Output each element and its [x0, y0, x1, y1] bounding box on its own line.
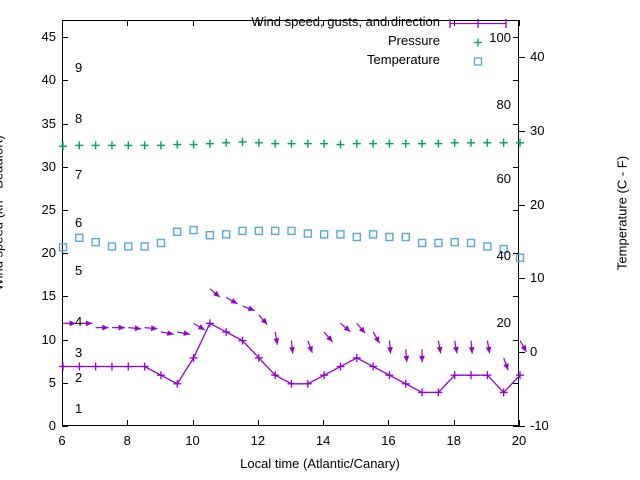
y-axis-tick-label: 30 [41, 158, 56, 174]
beaufort-scale-label: 6 [75, 215, 83, 230]
beaufort-scale-label: 1 [75, 400, 83, 416]
series-layer [58, 137, 528, 397]
y-axis-tick [62, 253, 68, 255]
y-axis-tick [62, 80, 68, 82]
x-axis-tick [127, 420, 129, 426]
y-axis-tick [62, 123, 68, 125]
x-axis-tick-label: 10 [185, 433, 200, 448]
beaufort-scale-label: 9 [75, 59, 83, 75]
y-axis-tick [62, 37, 68, 39]
x-axis-tick-label: 8 [123, 433, 131, 448]
y-axis-tick-label: 45 [41, 29, 56, 45]
y2-axis-tick-label: 10 [530, 270, 545, 286]
legend-key-temperature [473, 57, 483, 66]
x-axis-tick [323, 420, 325, 426]
fahrenheit-scale-label: 60 [496, 170, 511, 186]
y-axis-tick-mirror [513, 253, 519, 255]
y-axis-title: Wind speed (kn - Beaufort) [0, 135, 6, 291]
x-axis-tick [388, 420, 390, 426]
series-line-plus [59, 319, 524, 397]
y-axis-tick-mirror [513, 123, 519, 125]
y2-axis-tick [519, 426, 525, 427]
x-axis-tick [62, 420, 63, 426]
x-axis-tick-label: 12 [250, 433, 266, 448]
beaufort-scale-label: 3 [75, 344, 83, 360]
y2-axis-tick [519, 352, 525, 354]
y2-axis-tick [519, 278, 525, 280]
y-axis-tick [62, 339, 68, 341]
y-axis-tick-label: 10 [41, 331, 56, 347]
y-axis-tick-label: 40 [41, 72, 56, 88]
y-axis-tick [62, 426, 68, 427]
y-axis-tick-label: 5 [48, 374, 56, 390]
x-axis-tick-label: 18 [446, 433, 461, 448]
x-axis-title: Local time (Atlantic/Canary) [240, 456, 400, 471]
x-axis-tick-label: 14 [315, 433, 331, 448]
y-axis-tick-label: 0 [48, 418, 56, 433]
chart-legend: Wind speed, gusts, and direction Pressur… [228, 14, 528, 71]
beaufort-scale-label: 5 [75, 262, 83, 278]
series-square [58, 225, 525, 262]
x-axis-tick-mirror [519, 20, 520, 26]
x-axis-tick [257, 420, 259, 426]
y-axis-tick-mirror [513, 426, 519, 427]
y-axis-tick-label: 15 [41, 288, 56, 304]
x-axis-tick-mirror [388, 20, 390, 26]
beaufort-scale-label: 8 [75, 111, 83, 127]
y2-axis-title: Temperature (C - F) [614, 155, 630, 271]
y-axis-tick-label: 25 [41, 202, 56, 218]
y2-axis-tick [519, 56, 525, 58]
y-axis-tick-mirror [513, 166, 519, 168]
y2-axis-tick [519, 204, 525, 206]
y-axis-tick-mirror [513, 382, 519, 384]
x-axis-tick-mirror [127, 20, 129, 26]
legend-key-wind [449, 19, 507, 28]
x-axis-tick [192, 420, 194, 426]
y2-axis-tick [519, 130, 525, 132]
legend-item-wind: Wind speed, gusts, and direction [228, 14, 528, 33]
fahrenheit-scale-label: 80 [496, 96, 511, 112]
fahrenheit-scale-label: 100 [489, 30, 511, 46]
legend-key-pressure [474, 38, 482, 47]
legend-item-temperature: Temperature [228, 52, 528, 71]
x-axis-tick-mirror [192, 20, 194, 26]
series-plus [59, 137, 524, 151]
y2-axis-tick-label: 20 [530, 196, 545, 212]
x-axis-tick-mirror [62, 20, 63, 26]
y-axis-tick-label: 20 [41, 245, 56, 261]
y-axis-tick [62, 166, 68, 168]
x-axis-tick [453, 420, 455, 426]
beaufort-scale-label: 7 [75, 167, 83, 183]
plot-area [58, 20, 528, 426]
y-axis-tick-mirror [513, 80, 519, 82]
legend-item-pressure: Pressure [228, 33, 528, 52]
x-axis-tick [519, 420, 520, 426]
y-axis-tick [62, 210, 68, 212]
x-axis-tick-mirror [257, 20, 259, 26]
y-axis-tick-label: 35 [41, 115, 56, 131]
x-axis-tick-mirror [323, 20, 325, 26]
y-axis-tick-mirror [513, 37, 519, 39]
fahrenheit-scale-label: 40 [496, 248, 511, 264]
x-axis-tick-label: 20 [511, 433, 527, 448]
y-axis-tick-mirror [513, 339, 519, 341]
beaufort-scale-label: 2 [75, 370, 83, 386]
y2-axis-tick-label: 30 [530, 122, 545, 138]
y-axis-tick [62, 296, 68, 298]
fahrenheit-scale-label: 20 [496, 314, 511, 330]
y2-axis-tick-label: 0 [530, 344, 538, 360]
y-axis-tick-mirror [513, 210, 519, 212]
x-axis-tick-label: 16 [381, 433, 396, 448]
y-axis-tick [62, 382, 68, 384]
y-axis-tick-mirror [513, 296, 519, 298]
legend-label-temperature: Temperature [367, 52, 440, 67]
x-axis-tick-label: 6 [58, 433, 66, 448]
y2-axis-tick-label: -10 [530, 418, 549, 433]
series-arrows [63, 288, 528, 371]
legend-label-pressure: Pressure [387, 33, 440, 48]
beaufort-scale-label: 4 [75, 314, 83, 330]
legend-label-wind: Wind speed, gusts, and direction [251, 14, 440, 29]
y2-axis-tick-label: 40 [530, 48, 545, 64]
